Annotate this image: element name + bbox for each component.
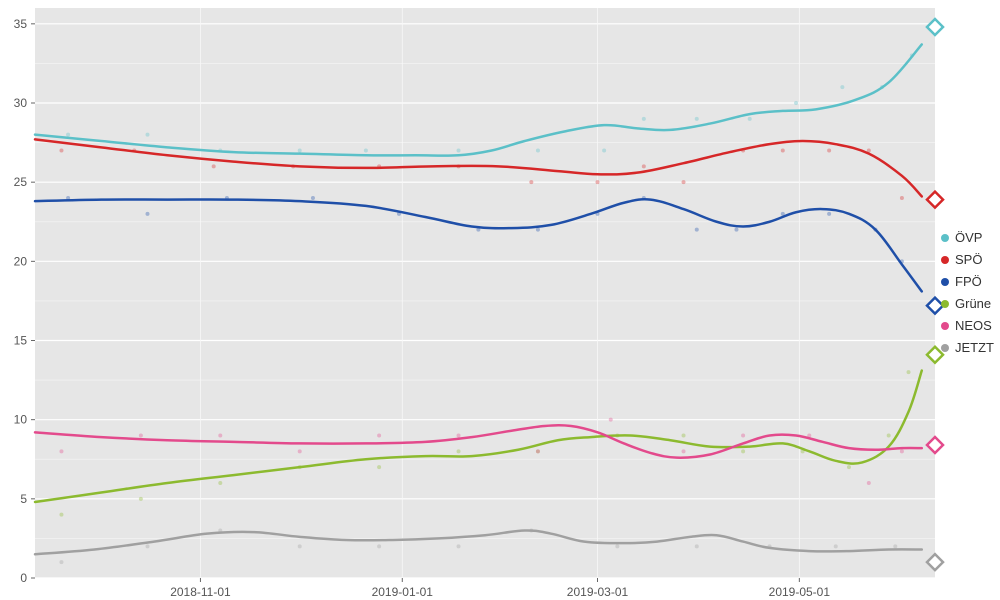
x-tick-label: 2019-01-01 bbox=[372, 585, 434, 599]
scatter-point bbox=[834, 544, 838, 548]
scatter-point bbox=[536, 149, 540, 153]
scatter-point bbox=[212, 164, 216, 168]
scatter-point bbox=[457, 434, 461, 438]
y-tick-label: 5 bbox=[20, 492, 27, 506]
legend-dot bbox=[941, 322, 949, 330]
y-tick-label: 15 bbox=[14, 334, 28, 348]
scatter-point bbox=[867, 481, 871, 485]
scatter-point bbox=[146, 133, 150, 137]
legend-dot bbox=[941, 344, 949, 352]
scatter-point bbox=[298, 544, 302, 548]
scatter-point bbox=[827, 212, 831, 216]
legend-dot bbox=[941, 278, 949, 286]
scatter-point bbox=[907, 370, 911, 374]
chart-svg: 0 5 10 15 20 25 30 35 2018-11-01 2019-01-01 2019-0… bbox=[0, 0, 1000, 600]
legend-dot bbox=[941, 256, 949, 264]
scatter-point bbox=[602, 149, 606, 153]
y-tick-label: 20 bbox=[14, 254, 28, 268]
scatter-point bbox=[642, 164, 646, 168]
scatter-point bbox=[364, 149, 368, 153]
scatter-point bbox=[139, 497, 143, 501]
legend-label: NEOS bbox=[955, 318, 992, 333]
plot-background bbox=[35, 8, 935, 578]
y-tick-label: 10 bbox=[14, 413, 28, 427]
scatter-point bbox=[59, 149, 63, 153]
scatter-point bbox=[457, 544, 461, 548]
scatter-point bbox=[615, 544, 619, 548]
scatter-point bbox=[609, 418, 613, 422]
scatter-point bbox=[748, 117, 752, 121]
scatter-point bbox=[794, 101, 798, 105]
scatter-point bbox=[741, 449, 745, 453]
legend-label: FPÖ bbox=[955, 274, 982, 289]
scatter-point bbox=[682, 434, 686, 438]
scatter-point bbox=[695, 544, 699, 548]
scatter-point bbox=[59, 449, 63, 453]
scatter-point bbox=[377, 465, 381, 469]
scatter-point bbox=[695, 228, 699, 232]
scatter-point bbox=[457, 449, 461, 453]
x-tick-label: 2018-11-01 bbox=[170, 585, 231, 599]
y-tick-label: 35 bbox=[14, 17, 28, 31]
scatter-point bbox=[311, 196, 315, 200]
scatter-point bbox=[847, 465, 851, 469]
scatter-point bbox=[298, 449, 302, 453]
scatter-point bbox=[642, 117, 646, 121]
scatter-point bbox=[840, 85, 844, 89]
scatter-point bbox=[536, 228, 540, 232]
scatter-point bbox=[893, 544, 897, 548]
scatter-point bbox=[529, 180, 533, 184]
scatter-point bbox=[781, 149, 785, 153]
scatter-point bbox=[741, 434, 745, 438]
scatter-point bbox=[900, 196, 904, 200]
scatter-point bbox=[298, 149, 302, 153]
scatter-point bbox=[377, 434, 381, 438]
chart-container: 0 5 10 15 20 25 30 35 2018-11-01 2019-01-01 2019-0… bbox=[0, 0, 1000, 600]
y-tick-label: 0 bbox=[20, 571, 27, 585]
scatter-point bbox=[59, 513, 63, 517]
scatter-point bbox=[887, 434, 891, 438]
scatter-point bbox=[218, 481, 222, 485]
y-tick-label: 30 bbox=[14, 96, 28, 110]
x-tick-label: 2019-03-01 bbox=[567, 585, 629, 599]
y-tick-label: 25 bbox=[14, 175, 28, 189]
scatter-point bbox=[734, 228, 738, 232]
scatter-point bbox=[827, 149, 831, 153]
scatter-point bbox=[139, 434, 143, 438]
legend-label: JETZT bbox=[955, 340, 994, 355]
scatter-point bbox=[682, 180, 686, 184]
scatter-point bbox=[682, 449, 686, 453]
scatter-point bbox=[900, 449, 904, 453]
scatter-point bbox=[596, 180, 600, 184]
legend-label: SPÖ bbox=[955, 252, 982, 267]
scatter-point bbox=[146, 212, 150, 216]
scatter-point bbox=[66, 133, 70, 137]
scatter-point bbox=[218, 434, 222, 438]
scatter-point bbox=[377, 544, 381, 548]
scatter-point bbox=[146, 544, 150, 548]
scatter-point bbox=[695, 117, 699, 121]
scatter-point bbox=[457, 149, 461, 153]
scatter-point bbox=[59, 560, 63, 564]
scatter-point bbox=[536, 449, 540, 453]
legend-label: Grüne bbox=[955, 296, 991, 311]
x-tick-label: 2019-05-01 bbox=[769, 585, 831, 599]
legend-label: ÖVP bbox=[955, 230, 982, 245]
legend-dot bbox=[941, 234, 949, 242]
legend-dot bbox=[941, 300, 949, 308]
